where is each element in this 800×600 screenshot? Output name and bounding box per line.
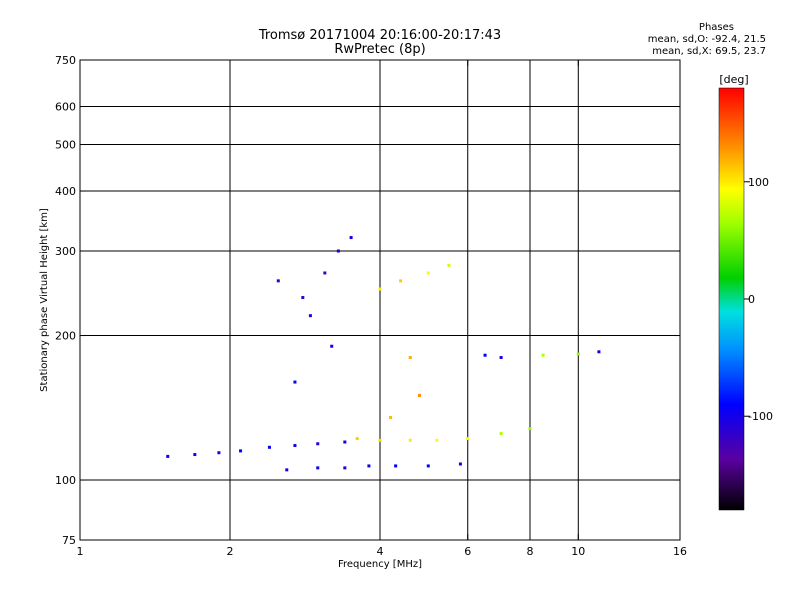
colorbar-tick-label: 0 [748, 293, 755, 306]
data-point [389, 415, 393, 419]
colorbar-tick-label: 100 [748, 176, 769, 189]
y-tick-label: 400 [55, 185, 76, 198]
data-point [293, 444, 297, 448]
data-point [447, 263, 451, 267]
y-tick-label: 75 [62, 534, 76, 547]
x-tick-label: 8 [527, 545, 534, 558]
data-point [308, 314, 312, 318]
data-point [499, 355, 503, 359]
y-tick-label: 100 [55, 474, 76, 487]
chart-title: Tromsø 20171004 20:16:00-20:17:43 [258, 28, 502, 43]
data-point [343, 440, 347, 444]
y-tick-label: 300 [55, 245, 76, 258]
data-point [426, 271, 430, 275]
x-tick-label: 10 [571, 545, 585, 558]
data-point [408, 438, 412, 442]
data-point [394, 464, 398, 468]
data-point [367, 464, 371, 468]
data-point [355, 437, 359, 441]
data-point [301, 296, 305, 300]
x-tick-label: 2 [227, 545, 234, 558]
colorbar [718, 87, 745, 511]
data-point [426, 464, 430, 468]
data-point [323, 271, 327, 275]
data-point [408, 355, 412, 359]
stats-header: Phases [698, 22, 734, 33]
y-axis-label: Stationary phase Virtual Height [km] [39, 208, 50, 392]
data-point [458, 462, 462, 466]
x-tick-label: 4 [377, 545, 384, 558]
data-point [378, 287, 382, 291]
data-points [166, 236, 601, 472]
data-point [316, 466, 320, 470]
data-point [541, 353, 545, 357]
data-point [293, 380, 297, 384]
data-point [316, 442, 320, 446]
data-point [193, 453, 197, 457]
data-point [435, 438, 439, 442]
x-tick-label: 6 [464, 545, 471, 558]
y-tick-label: 500 [55, 139, 76, 152]
data-point [349, 236, 353, 240]
data-point [217, 451, 221, 455]
data-point [267, 445, 271, 449]
data-point [499, 432, 503, 436]
data-point [466, 437, 470, 441]
y-tick-label: 750 [55, 54, 76, 67]
grid-lines [80, 60, 680, 540]
data-point [399, 279, 403, 283]
data-point [417, 394, 421, 398]
data-point [330, 344, 334, 348]
data-point [576, 352, 580, 356]
stats-x-mode: mean, sd,X: 69.5, 23.7 [652, 46, 766, 57]
x-axis-label: Frequency [MHz] [338, 559, 422, 570]
data-point [285, 468, 289, 472]
axes: 1 2 4 6 8 10 16 75 100 200 300 400 500 600 750 [55, 54, 687, 558]
chart-subtitle: RwPretec (8p) [334, 42, 426, 57]
colorbar-ticks: 100 0 -100 [744, 176, 773, 423]
data-point [483, 353, 487, 357]
data-point [378, 438, 382, 442]
colorbar-tick-label: -100 [748, 410, 773, 423]
y-tick-label: 600 [55, 101, 76, 114]
data-point [336, 249, 340, 253]
colorbar-label: [deg] [719, 73, 748, 86]
data-point [343, 466, 347, 470]
y-tick-label: 200 [55, 330, 76, 343]
data-point [166, 454, 170, 458]
x-tick-label: 16 [673, 545, 687, 558]
data-point [528, 427, 532, 431]
stats-o-mode: mean, sd,O: -92.4, 21.5 [647, 34, 766, 45]
data-point [597, 350, 601, 354]
data-point [239, 449, 243, 453]
x-tick-label: 1 [77, 545, 84, 558]
data-point [276, 279, 280, 283]
